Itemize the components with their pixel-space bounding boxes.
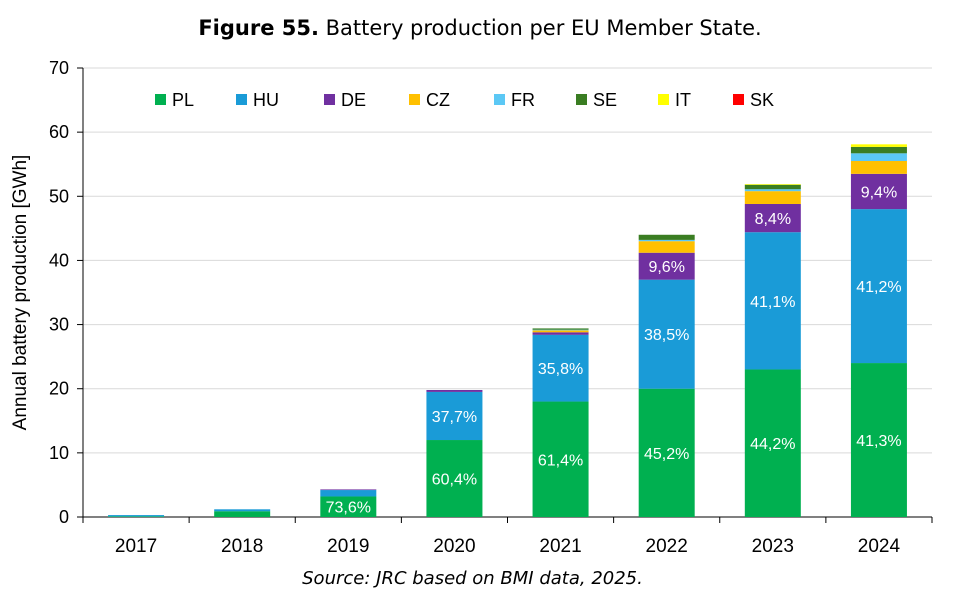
data-label-PL-2023: 44,2% <box>750 436 795 453</box>
legend-swatch-IT <box>658 94 669 105</box>
x-tick-label-2023: 2023 <box>752 536 794 557</box>
bar-PL-2017 <box>108 516 165 517</box>
y-tick-label-40: 40 <box>49 250 69 270</box>
bar-HU-2022 <box>638 279 695 389</box>
data-label-HU-2021: 35,8% <box>538 361 583 378</box>
bar-PL-2023 <box>744 369 801 517</box>
source-note: Source: JRC based on BMI data, 2025. <box>302 568 643 589</box>
bar-DE-2021 <box>532 332 589 335</box>
bar-FR-2021 <box>532 329 589 331</box>
legend-swatch-SE <box>576 94 587 105</box>
legend-swatch-FR <box>494 94 505 105</box>
legend-swatch-PL <box>155 94 166 105</box>
figure-title: Figure 55. Battery production per EU Mem… <box>0 16 960 40</box>
y-tick-label-0: 0 <box>59 507 69 527</box>
y-tick-label-20: 20 <box>49 379 69 399</box>
bar-DE-2022 <box>638 252 695 280</box>
x-tick-label-2022: 2022 <box>646 536 688 557</box>
x-tick-label-2019: 2019 <box>327 536 369 557</box>
legend-swatch-HU <box>236 94 247 105</box>
legend-label-FR: FR <box>511 90 535 110</box>
data-label-PL-2022: 45,2% <box>644 446 689 463</box>
bar-HU-2024 <box>850 209 907 364</box>
data-label-HU-2020: 37,7% <box>432 409 477 426</box>
legend-swatch-CZ <box>409 94 420 105</box>
y-tick-label-10: 10 <box>49 443 69 463</box>
bar-FR-2024 <box>850 153 907 162</box>
bar-DE-2019 <box>320 489 377 491</box>
bar-PL-2018 <box>214 511 271 517</box>
y-tick-label-70: 70 <box>49 58 69 78</box>
bar-IT-2024 <box>850 144 907 147</box>
data-label-DE-2024: 9,4% <box>861 184 897 201</box>
bar-PL-2022 <box>638 388 695 517</box>
legend-label-PL: PL <box>172 90 194 110</box>
y-tick-label-60: 60 <box>49 122 69 142</box>
figure-caption: Battery production per EU Member State. <box>318 16 762 40</box>
x-tick-label-2018: 2018 <box>221 536 263 557</box>
bar-DE-2024 <box>850 173 907 210</box>
data-label-HU-2024: 41,2% <box>856 279 901 296</box>
bar-PL-2019 <box>320 496 377 517</box>
bar-HU-2019 <box>320 490 377 497</box>
legend-label-CZ: CZ <box>426 90 450 110</box>
bar-IT-2023 <box>744 184 801 185</box>
bar-HU-2020 <box>426 391 483 441</box>
legend-label-DE: DE <box>341 90 366 110</box>
bar-CZ-2022 <box>638 241 695 253</box>
data-label-PL-2021: 61,4% <box>538 452 583 469</box>
figure-number: Figure 55. <box>198 16 319 40</box>
bar-SE-2024 <box>850 146 907 154</box>
legend-label-SE: SE <box>593 90 617 110</box>
x-tick-label-2024: 2024 <box>858 536 901 557</box>
data-label-PL-2024: 41,3% <box>856 433 901 450</box>
bar-DE-2023 <box>744 203 801 233</box>
bar-HU-2018 <box>214 509 271 512</box>
y-axis-title: Annual battery production [GWh] <box>10 155 31 431</box>
bar-DE-2020 <box>426 389 483 392</box>
legend-swatch-DE <box>324 94 335 105</box>
bar-FR-2022 <box>638 239 695 242</box>
data-label-DE-2022: 9,6% <box>648 259 684 276</box>
legend-swatch-SK <box>733 94 744 105</box>
legend-label-IT: IT <box>675 90 691 110</box>
data-label-PL-2019: 73,6% <box>326 500 371 517</box>
data-label-HU-2023: 41,1% <box>750 294 795 311</box>
bar-PL-2021 <box>532 401 589 517</box>
bar-PL-2024 <box>850 363 907 517</box>
bar-HU-2023 <box>744 232 801 370</box>
y-tick-label-50: 50 <box>49 186 69 206</box>
bar-PL-2020 <box>426 440 483 517</box>
data-label-HU-2022: 38,5% <box>644 327 689 344</box>
bar-SE-2023 <box>744 184 801 190</box>
bar-CZ-2024 <box>850 161 907 174</box>
data-label-PL-2020: 60,4% <box>432 472 477 489</box>
x-tick-label-2020: 2020 <box>433 536 475 557</box>
bar-FR-2023 <box>744 189 801 192</box>
legend-label-SK: SK <box>750 90 774 110</box>
bar-HU-2021 <box>532 334 589 402</box>
bar-SE-2021 <box>532 328 589 330</box>
bar-HU-2017 <box>108 515 165 517</box>
x-tick-label-2021: 2021 <box>539 536 581 557</box>
legend-label-HU: HU <box>253 90 279 110</box>
bar-SE-2022 <box>638 234 695 240</box>
x-tick-label-2017: 2017 <box>115 536 157 557</box>
data-label-DE-2023: 8,4% <box>755 211 791 228</box>
bar-CZ-2021 <box>532 330 589 333</box>
y-tick-label-30: 30 <box>49 315 69 335</box>
bar-CZ-2023 <box>744 191 801 204</box>
